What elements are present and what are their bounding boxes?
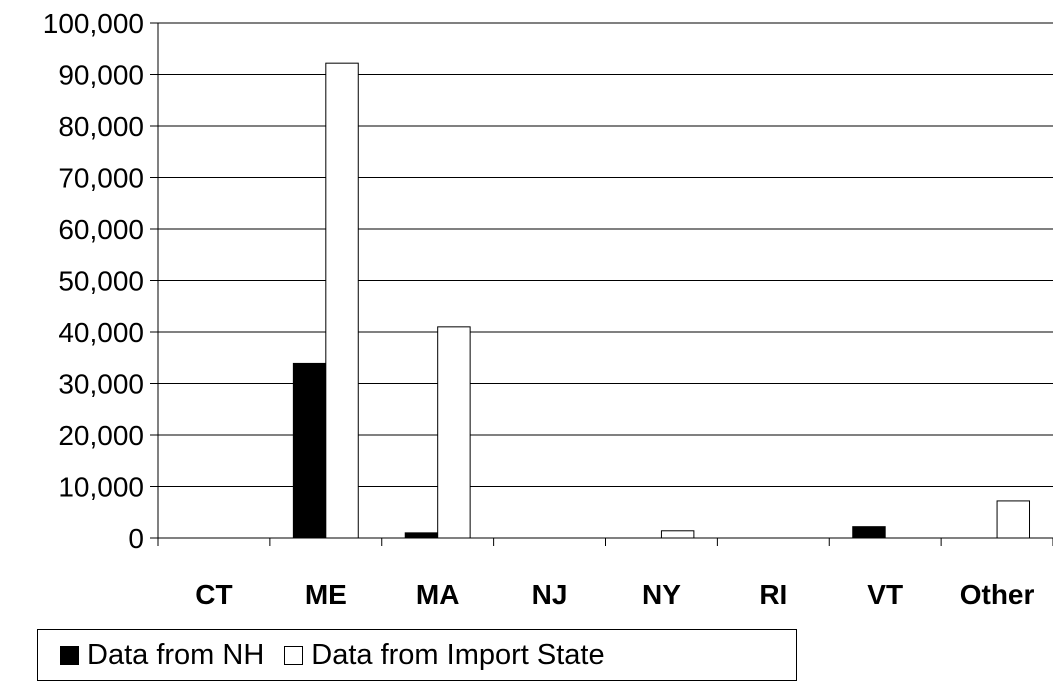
bar-nh-vt <box>852 526 886 539</box>
y-tick-label: 20,000 <box>58 420 144 451</box>
bar-import-state-ma <box>437 326 471 539</box>
bar-nh-me <box>292 362 327 539</box>
x-category-label: VT <box>867 579 903 610</box>
x-category-label: MA <box>416 579 460 610</box>
y-tick-label: 100,000 <box>43 8 144 39</box>
y-tick-label: 80,000 <box>58 111 144 142</box>
x-category-label: NY <box>642 579 681 610</box>
bar-import-state-me <box>325 62 359 539</box>
y-tick-label: 60,000 <box>58 214 144 245</box>
x-category-label: Other <box>960 579 1035 610</box>
bar-import-state-other <box>996 500 1031 539</box>
legend-label-nh: Data from NH <box>87 638 265 671</box>
y-tick-label: 70,000 <box>58 163 144 194</box>
y-tick-label: 90,000 <box>58 60 144 91</box>
x-category-label: ME <box>305 579 347 610</box>
bar-import-state-ny <box>660 530 695 539</box>
x-category-label: CT <box>195 579 232 610</box>
bar-nh-ma <box>404 532 439 539</box>
y-tick-label: 50,000 <box>58 266 144 297</box>
bar-chart: 0 10,000 20,000 30,000 40,000 50,000 60,000 70,… <box>43 8 1053 610</box>
x-category-label: NJ <box>532 579 568 610</box>
y-tick-label: 30,000 <box>58 369 144 400</box>
y-tick-label: 10,000 <box>58 472 144 503</box>
legend-item-import-state: Data from Import State <box>284 638 605 672</box>
chart-legend: Data from NH Data from Import State <box>37 629 797 681</box>
legend-swatch-nh <box>60 645 79 665</box>
legend-label-import-state: Data from Import State <box>311 638 605 671</box>
legend-item-nh: Data from NH <box>60 639 264 672</box>
x-category-label: RI <box>759 579 787 610</box>
y-tick-label: 0 <box>128 523 144 554</box>
legend-swatch-import-state <box>284 645 304 665</box>
y-tick-label: 40,000 <box>58 317 144 348</box>
